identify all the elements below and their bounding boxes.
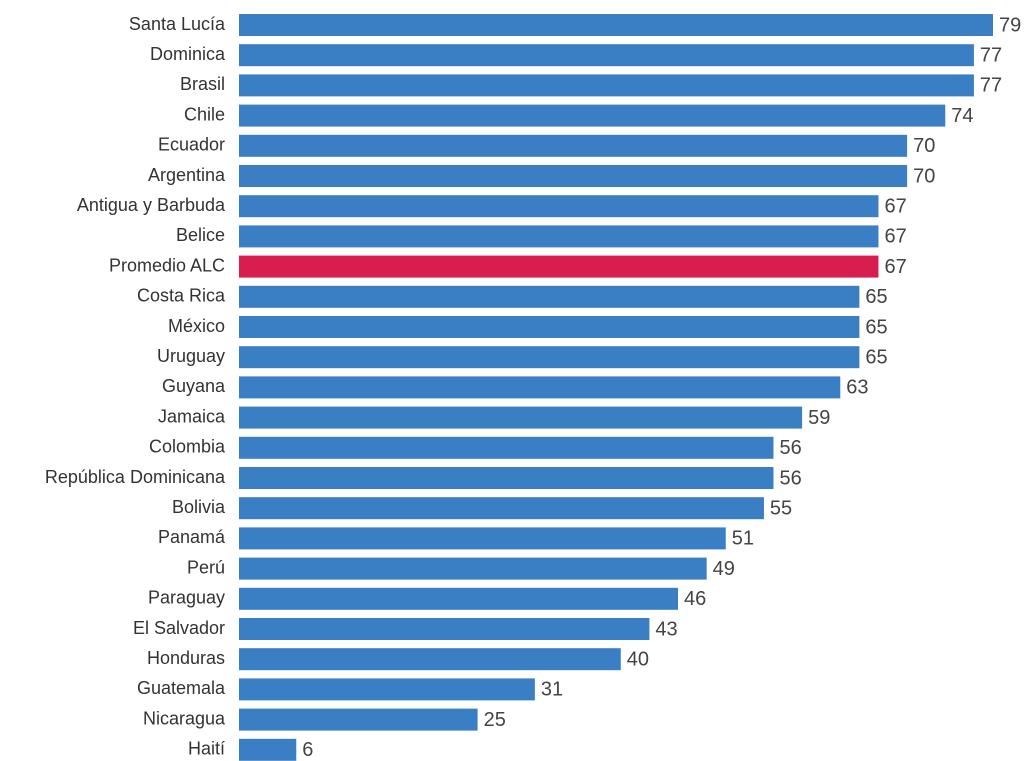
value-label: 43 [655, 618, 677, 640]
y-tick-label: Chile [184, 104, 225, 124]
value-label: 65 [865, 346, 887, 368]
value-label: 40 [627, 648, 649, 670]
y-tick-label: Panamá [158, 527, 226, 547]
bar [239, 648, 621, 671]
value-label: 67 [884, 226, 906, 248]
value-label: 59 [808, 407, 830, 429]
y-tick-label: Bolivia [172, 497, 226, 517]
bar [239, 44, 974, 67]
y-tick-label: Jamaica [158, 406, 226, 426]
y-tick-label: Honduras [147, 648, 225, 668]
bar [239, 497, 764, 520]
bar [239, 738, 297, 761]
y-tick-label: Belice [176, 225, 225, 245]
bar [239, 165, 908, 187]
value-label: 56 [779, 467, 801, 489]
bar [239, 134, 908, 157]
value-label: 31 [541, 679, 563, 701]
y-tick-label: Paraguay [148, 588, 225, 608]
y-tick-label: Guatemala [137, 678, 226, 698]
value-label: 46 [684, 588, 706, 610]
value-label: 49 [713, 558, 735, 580]
y-tick-label: Guyana [162, 376, 226, 396]
value-label: 67 [884, 256, 906, 278]
y-tick-label: Nicaragua [143, 708, 226, 728]
value-label: 6 [302, 739, 313, 761]
y-tick-label: Perú [187, 557, 225, 577]
bar [239, 406, 803, 429]
bar [239, 316, 860, 338]
bar [239, 14, 993, 36]
value-label: 55 [770, 497, 792, 519]
y-tick-label: Ecuador [158, 135, 225, 155]
bar [239, 678, 535, 701]
value-label: 25 [484, 709, 506, 731]
bar [239, 618, 650, 640]
value-label: 70 [913, 165, 935, 187]
y-tick-label: Promedio ALC [109, 255, 225, 275]
bar [239, 346, 860, 369]
value-label: 65 [865, 286, 887, 308]
value-label: 67 [884, 195, 906, 217]
value-label: 79 [999, 14, 1021, 36]
bar [239, 225, 879, 248]
bar [239, 527, 726, 550]
bar [239, 708, 478, 731]
value-label: 77 [980, 44, 1002, 66]
value-label: 70 [913, 135, 935, 157]
y-tick-label: Argentina [148, 165, 226, 185]
y-tick-label: Santa Lucía [129, 14, 226, 34]
y-tick-label: México [168, 316, 225, 336]
bar [239, 255, 879, 278]
bar [239, 376, 841, 399]
y-tick-label: Brasil [180, 74, 225, 94]
y-tick-label: Uruguay [157, 346, 225, 366]
bar [239, 557, 707, 580]
value-label: 65 [865, 316, 887, 338]
y-tick-label: El Salvador [133, 618, 225, 638]
value-label: 51 [732, 528, 754, 550]
y-tick-label: Antigua y Barbuda [77, 195, 226, 215]
bar [239, 587, 679, 610]
value-label: 63 [846, 377, 868, 399]
bar [239, 195, 879, 218]
y-tick-label: República Dominicana [45, 467, 226, 487]
y-tick-label: Costa Rica [137, 286, 226, 306]
value-label: 56 [779, 437, 801, 459]
y-tick-label: Haití [188, 739, 225, 759]
bar [239, 104, 946, 127]
value-label: 77 [980, 75, 1002, 97]
y-tick-label: Dominica [150, 44, 226, 64]
bar [239, 74, 974, 97]
bar [239, 285, 860, 308]
value-label: 74 [951, 105, 973, 127]
bar [239, 436, 774, 459]
bar [239, 467, 774, 489]
y-tick-label: Colombia [149, 437, 226, 457]
